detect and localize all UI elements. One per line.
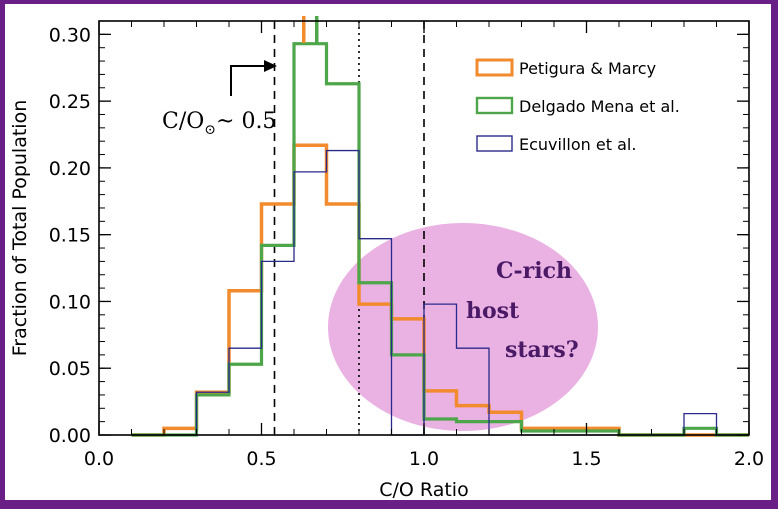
y-tick-label: 0.10: [49, 291, 91, 313]
legend-label-delgado: Delgado Mena et al.: [519, 97, 680, 116]
c-rich-annotation: C-rich host stars?: [466, 258, 579, 363]
arrow-icon: [230, 65, 266, 96]
legend-swatch-delgado: [475, 96, 514, 115]
x-tick-label: 2.0: [734, 448, 764, 470]
axis-ticks: 0.0 0.5 1.0 1.5 2.0 0.00 0.05 0.10 0.15 0.20 0.25 0…: [49, 20, 764, 470]
legend-label-petigura: Petigura & Marcy: [519, 59, 656, 78]
sun-symbol: ⊙: [204, 122, 216, 138]
y-tick-label: 0.00: [49, 425, 91, 447]
y-tick-label: 0.20: [49, 158, 91, 180]
c-rich-line-1: C-rich: [496, 258, 572, 284]
c-rich-line-3: stars?: [505, 337, 579, 363]
c-rich-highlight: [328, 223, 598, 431]
x-tick-label: 1.5: [571, 448, 601, 470]
y-tick-label: 0.30: [49, 24, 91, 46]
y-tick-label: 0.05: [49, 358, 91, 380]
solar-co-label: C/O⊙~ 0.5: [162, 109, 276, 138]
y-tick-label: 0.15: [49, 225, 91, 247]
y-axis-label: Fraction of Total Population: [9, 100, 31, 356]
legend-swatch-petigura: [475, 58, 514, 77]
x-tick-label: 0.5: [246, 448, 276, 470]
legend: Petigura & Marcy Delgado Mena et al. Ecu…: [475, 58, 680, 154]
solar-annotation: C/O⊙~ 0.5: [162, 60, 277, 138]
x-tick-label: 1.0: [409, 448, 439, 470]
legend-label-ecuvillon: Ecuvillon et al.: [519, 135, 636, 154]
y-tick-label: 0.25: [49, 91, 91, 113]
x-tick-label: 0.0: [84, 448, 114, 470]
legend-swatch-ecuvillon: [476, 135, 513, 152]
arrow-head-icon: [264, 60, 277, 72]
x-axis-label: C/O Ratio: [379, 479, 468, 501]
c-rich-line-2: host: [466, 298, 520, 324]
